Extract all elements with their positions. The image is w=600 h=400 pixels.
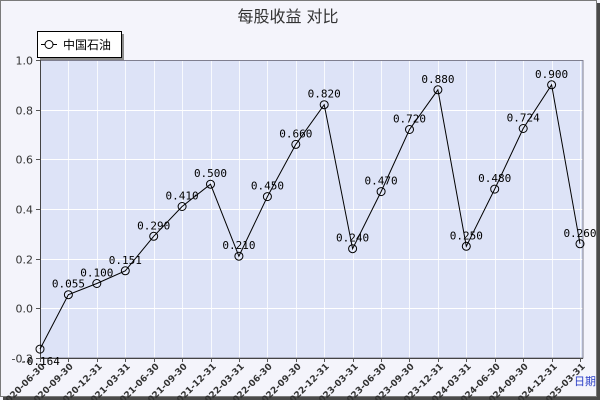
x-axis-label: 日期 [574, 375, 596, 388]
data-label: 0.210 [222, 239, 255, 252]
y-tick-label: 0.2 [16, 254, 34, 267]
data-point [35, 344, 45, 354]
data-label: 0.480 [478, 172, 511, 185]
data-point [575, 239, 585, 249]
data-point [291, 139, 301, 149]
data-point [547, 80, 557, 90]
data-label: 0.260 [563, 227, 596, 240]
y-tick-label: 0.0 [16, 303, 34, 316]
legend-label: 中国石油 [63, 37, 111, 52]
data-point [177, 202, 187, 211]
y-tick-label: 0.8 [16, 105, 34, 118]
y-tick-label: 0.4 [16, 204, 34, 217]
data-label: 0.250 [450, 229, 483, 242]
series-line [39, 83, 581, 350]
data-point [433, 85, 443, 95]
data-point [490, 184, 500, 194]
data-point [461, 241, 471, 251]
data-point [319, 100, 329, 110]
data-label: 0.724 [507, 112, 540, 125]
data-label: 0.055 [52, 278, 85, 291]
y-tick-label: -0.2 [12, 353, 33, 366]
data-point [348, 244, 358, 254]
data-point [149, 231, 159, 241]
data-point [234, 251, 244, 261]
series-group [35, 80, 585, 354]
chart-title: 每股收益 对比 [237, 7, 338, 26]
y-tick-label: 1.0 [16, 55, 34, 68]
data-point [262, 192, 272, 202]
legend-marker-icon [44, 40, 54, 49]
data-label: 0.900 [535, 68, 568, 81]
data-point [120, 266, 130, 276]
data-label: 0.240 [336, 232, 369, 245]
data-label: 0.820 [308, 88, 341, 101]
y-tick-label: 0.6 [16, 154, 34, 167]
data-label: 0.720 [393, 113, 426, 126]
legend: 中国石油 [37, 31, 124, 60]
data-label: 0.100 [80, 267, 113, 280]
data-label: 0.410 [166, 190, 199, 203]
frame-shadow-right [597, 3, 600, 400]
data-label: 0.500 [194, 167, 227, 180]
data-label: 0.660 [279, 127, 312, 140]
data-point [206, 179, 215, 189]
data-label: 0.290 [137, 219, 170, 232]
data-label: 0.880 [421, 73, 454, 86]
frame-shadow-bottom [3, 397, 600, 400]
data-label: 0.450 [251, 180, 284, 193]
gridlines [40, 60, 583, 359]
data-label: 0.470 [365, 175, 398, 188]
data-label: 0.151 [109, 254, 142, 267]
data-point [376, 187, 386, 197]
data-point [92, 279, 102, 288]
data-point [518, 124, 528, 133]
data-point [63, 290, 73, 300]
data-point [405, 125, 414, 134]
data-label: -0.164 [20, 355, 60, 368]
